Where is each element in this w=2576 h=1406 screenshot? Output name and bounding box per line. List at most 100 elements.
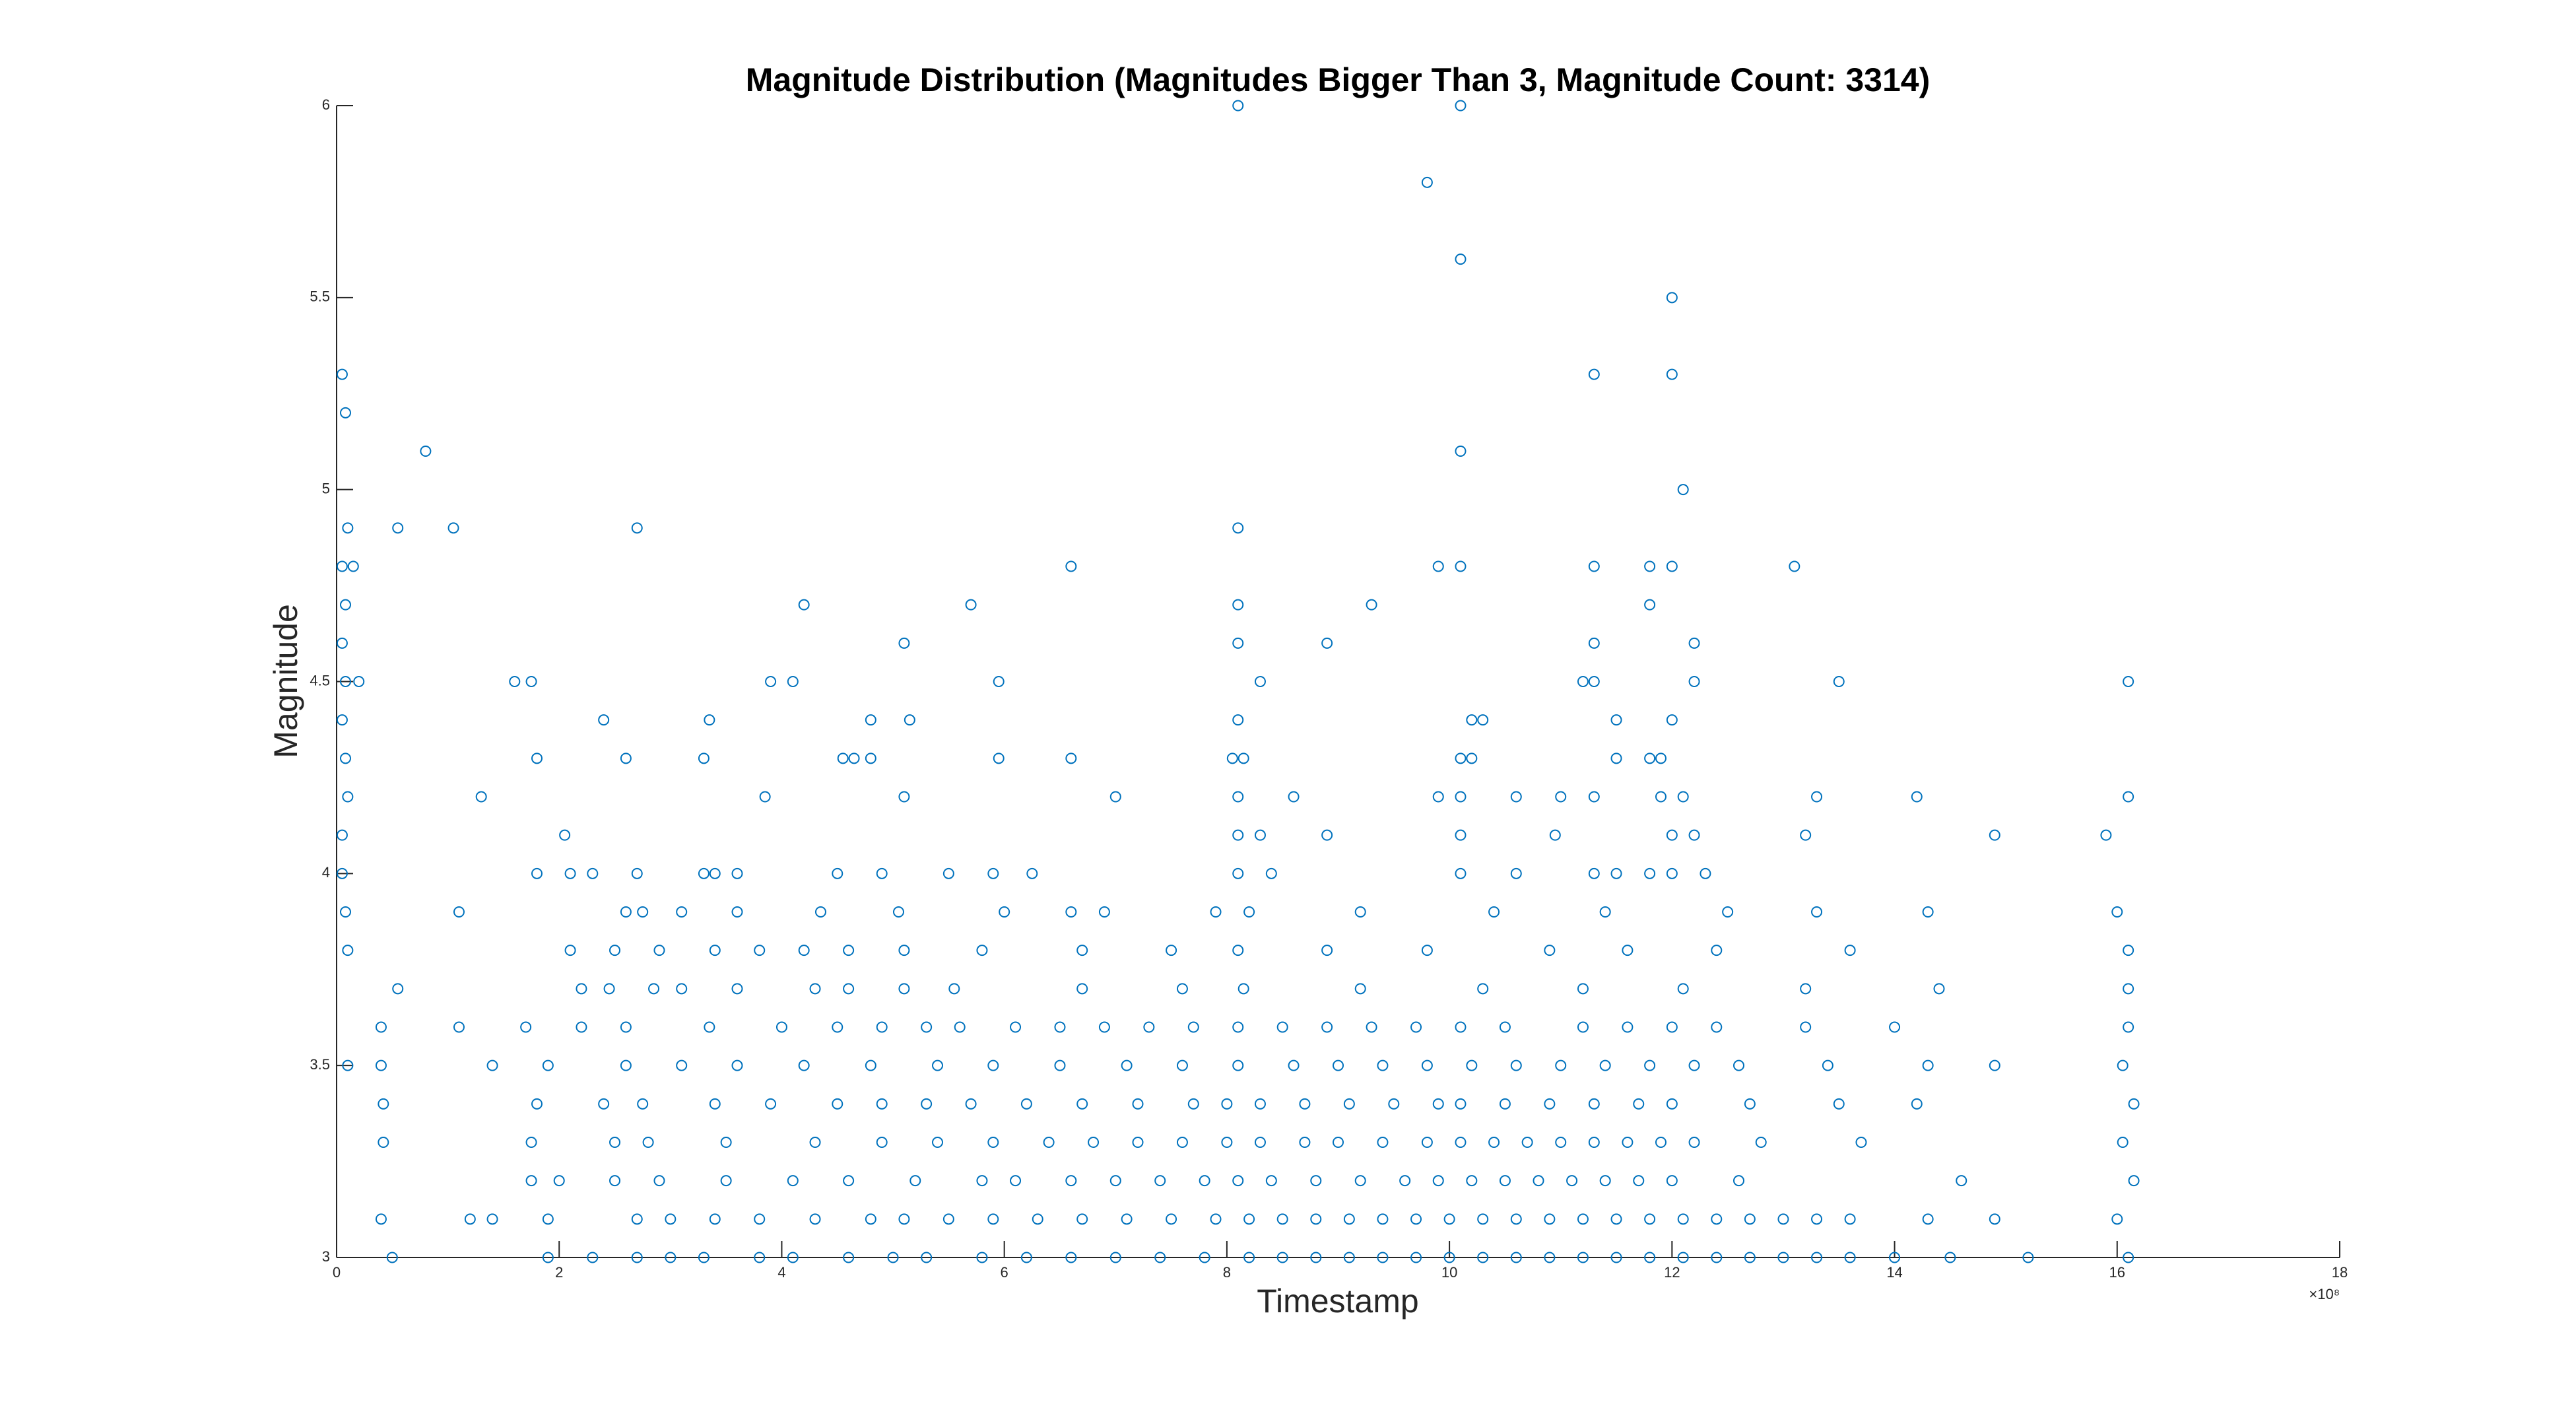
data-point [676, 1059, 688, 1071]
data-point [1455, 829, 1467, 841]
data-point [987, 867, 999, 879]
data-point [932, 1059, 943, 1071]
data-point [1733, 1175, 1744, 1187]
data-point [1549, 829, 1561, 841]
data-point [1644, 599, 1656, 611]
data-point [1088, 1137, 1100, 1148]
data-point [876, 1098, 888, 1110]
data-point [887, 1252, 899, 1263]
data-point [1243, 1252, 1255, 1263]
data-point [865, 1213, 876, 1225]
data-point [704, 714, 715, 726]
chart-title: Magnitude Distribution (Magnitudes Bigge… [746, 61, 1930, 98]
data-point [336, 560, 348, 572]
data-point [1333, 1059, 1344, 1071]
data-point [2123, 983, 2134, 995]
data-point [1610, 714, 1622, 726]
data-point [620, 1021, 632, 1033]
data-point [1065, 1175, 1077, 1187]
data-point [1544, 1213, 1556, 1225]
data-point [1054, 1059, 1066, 1071]
data-point [1677, 1213, 1689, 1225]
data-point [1221, 1137, 1233, 1148]
data-point [1199, 1252, 1210, 1263]
data-point [709, 867, 721, 879]
data-point [1254, 1137, 1266, 1148]
data-point [1566, 1175, 1578, 1187]
data-point [1889, 1021, 1901, 1033]
data-point [1711, 1252, 1723, 1263]
data-point [1455, 446, 1467, 457]
data-point [1243, 906, 1255, 918]
data-point [1210, 906, 1222, 918]
data-point [898, 983, 910, 995]
data-point [609, 1137, 621, 1148]
data-point [1644, 1252, 1656, 1263]
data-point [759, 791, 771, 803]
data-point [1288, 791, 1300, 803]
data-point [1833, 676, 1845, 687]
data-point [1844, 1213, 1856, 1225]
data-point [447, 522, 459, 534]
data-point [1310, 1252, 1322, 1263]
data-point [1232, 1175, 1244, 1187]
data-point [2111, 906, 2123, 918]
data-point [1744, 1252, 1756, 1263]
data-point [809, 983, 821, 995]
data-point [2100, 829, 2112, 841]
data-point [1310, 1175, 1322, 1187]
data-point [1399, 1175, 1411, 1187]
data-point [1599, 1175, 1611, 1187]
data-point [1154, 1175, 1166, 1187]
data-point [865, 1059, 876, 1071]
data-point [865, 753, 876, 764]
data-point [1544, 1098, 1556, 1110]
data-point [1076, 983, 1088, 995]
data-point [832, 1021, 843, 1033]
data-point [1477, 1252, 1489, 1263]
data-point [1432, 1098, 1444, 1110]
data-point [1199, 1175, 1210, 1187]
data-point [865, 714, 876, 726]
data-point [1466, 1175, 1478, 1187]
data-point [1377, 1059, 1389, 1071]
data-point [1800, 1021, 1812, 1033]
data-point [2123, 676, 2134, 687]
data-point [342, 945, 354, 956]
data-point [1577, 1021, 1589, 1033]
data-point [665, 1252, 677, 1263]
data-point [832, 867, 843, 879]
data-point [954, 1021, 966, 1033]
data-point [1421, 945, 1433, 956]
data-point [1098, 1021, 1110, 1033]
data-point [665, 1213, 677, 1225]
data-point [1232, 714, 1244, 726]
data-point [921, 1021, 933, 1033]
data-point [336, 714, 348, 726]
data-point [531, 753, 543, 764]
data-point [1555, 1059, 1567, 1071]
data-point [1232, 522, 1244, 534]
data-point [339, 599, 351, 611]
data-point [603, 983, 615, 995]
data-point [676, 906, 688, 918]
data-point [1254, 829, 1266, 841]
data-point [1366, 1021, 1377, 1033]
data-point [987, 1213, 999, 1225]
data-point [1166, 1213, 1177, 1225]
data-point [1187, 1098, 1199, 1110]
x-tick-label: 4 [777, 1264, 785, 1281]
data-point [1421, 176, 1433, 188]
data-point [609, 945, 621, 956]
data-point [876, 867, 888, 879]
data-point [1076, 1098, 1088, 1110]
data-point [631, 1213, 643, 1225]
data-point [1510, 1252, 1522, 1263]
data-point [909, 1175, 921, 1187]
data-point [942, 1213, 954, 1225]
data-point [1443, 1252, 1455, 1263]
data-point [1455, 867, 1467, 879]
data-point [453, 1021, 465, 1033]
data-point [987, 1137, 999, 1148]
data-point [1588, 1098, 1600, 1110]
